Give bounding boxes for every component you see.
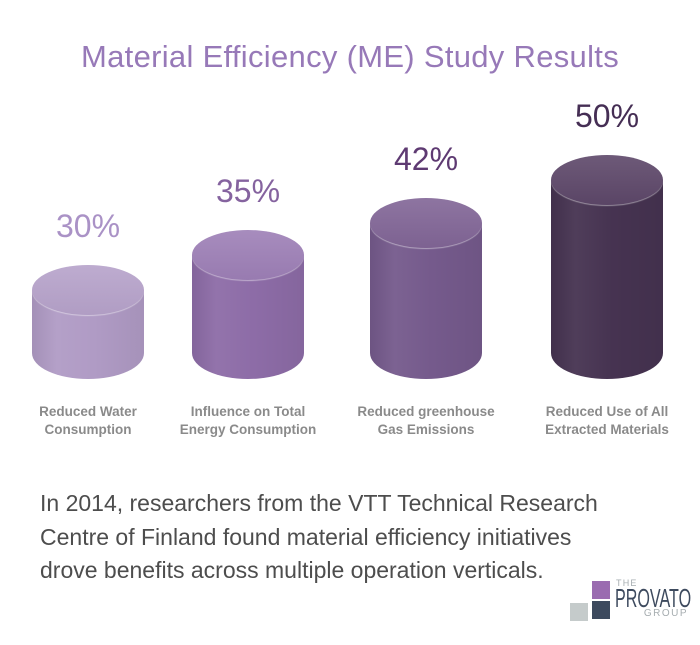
bar-value-label: 50% [574, 98, 640, 134]
cylinder-body [370, 223, 482, 379]
cylinder-bar [32, 265, 144, 379]
cylinder-body [551, 180, 663, 379]
bar-category-label: Reduced greenhouse Gas Emissions [357, 404, 495, 437]
bar-category-label: Reduced Use of All Extracted Materials [545, 404, 669, 437]
bar-value-label: 42% [393, 141, 459, 177]
logo-text-provato: PROVATO [615, 583, 692, 613]
cylinder-bar [192, 230, 304, 379]
bar-category-label: Reduced Water Consumption [39, 404, 137, 437]
logo-text-the: THE [616, 578, 638, 588]
bar-group-gas-emissions: 42% Reduced greenhouse Gas Emissions [357, 141, 494, 437]
cylinder-cap [370, 198, 482, 248]
logo-navy-square-icon [592, 601, 610, 619]
bar-value-label: 30% [55, 208, 121, 244]
bar-category-label: Influence on Total Energy Consumption [179, 404, 317, 437]
logo-gray-square-icon [570, 603, 588, 621]
bar-group-reduced-water: 30% Reduced Water Consumption [32, 208, 144, 437]
logo-text-group: GROUP [643, 608, 688, 619]
description-text: In 2014, researchers from the VTT Techni… [40, 490, 598, 583]
bar-group-energy-consumption: 35% Influence on Total Energy Consumptio… [180, 173, 317, 437]
provato-group-logo: THE PROVATO GROUP [570, 576, 692, 626]
cylinder-cap [551, 155, 663, 205]
bar-value-label: 35% [215, 173, 281, 209]
logo-purple-square-icon [592, 581, 610, 599]
cylinder-bar [551, 155, 663, 379]
chart-title: Material Efficiency (ME) Study Results [81, 38, 619, 74]
cylinder-bar [370, 198, 482, 379]
cylinder-cap [192, 230, 304, 280]
bar-group-extracted-materials: 50% Reduced Use of All Extracted Materia… [545, 98, 669, 437]
cylinder-cap [32, 265, 144, 315]
